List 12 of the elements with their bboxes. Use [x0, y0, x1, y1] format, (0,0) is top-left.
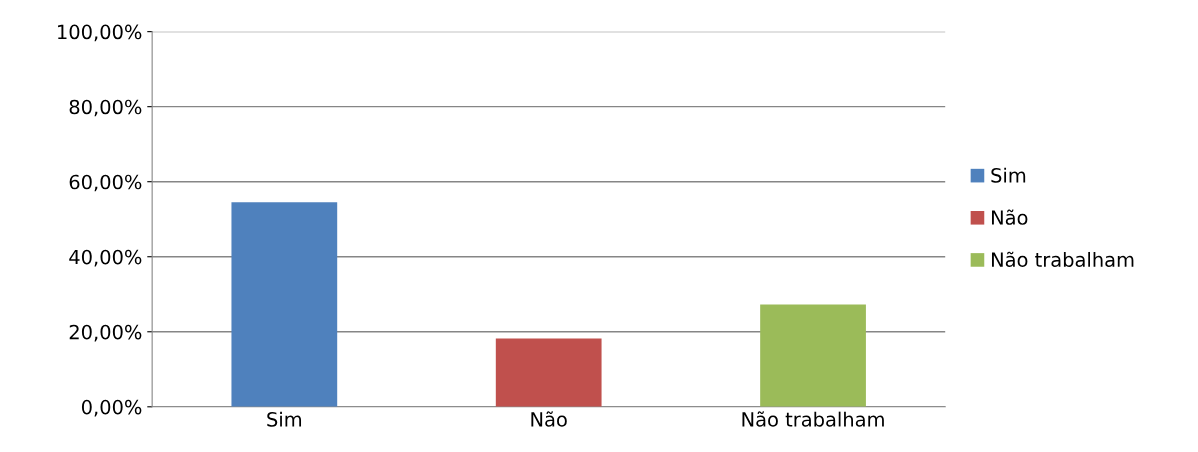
legend-label: Não trabalham [992, 251, 1134, 268]
y-tick-label: 100,00% [58, 24, 142, 42]
x-tick-label: Sim [267, 411, 302, 427]
x-tick-label: Não trabalham [742, 411, 884, 427]
y-tick-label: 40,00% [69, 249, 142, 267]
x-tick-label: Não [531, 411, 567, 427]
legend-label: Sim [991, 167, 1026, 183]
y-tick-label: 80,00% [69, 99, 142, 117]
y-tick-label: 60,00% [69, 174, 142, 192]
y-tick-label: 20,00% [69, 324, 142, 342]
legend-label: Não [992, 209, 1028, 225]
y-tick-label: 0,00% [81, 399, 142, 417]
